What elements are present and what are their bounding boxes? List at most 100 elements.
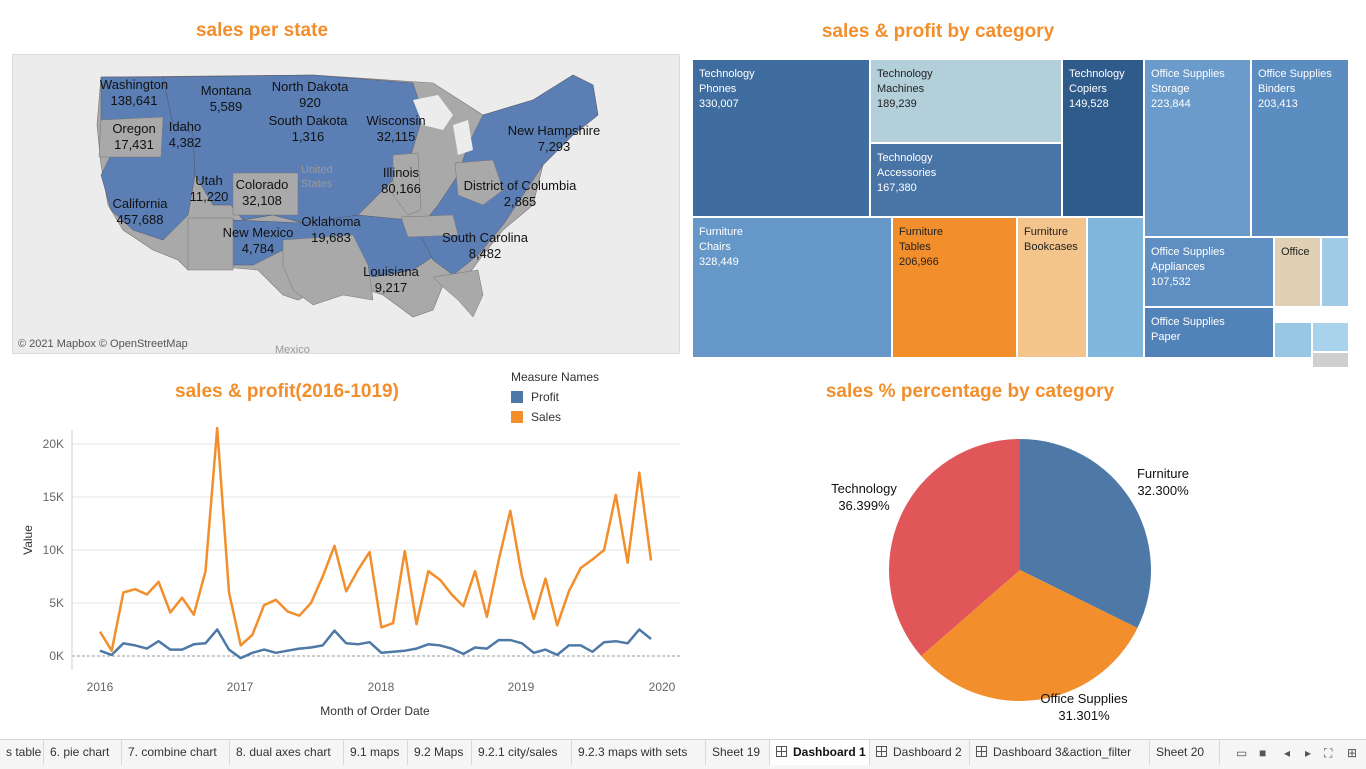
- tab-label: 9.2 Maps: [414, 745, 464, 759]
- treemap-tile-1[interactable]: Technology Machines 189,239: [871, 60, 1063, 144]
- state-label-9[interactable]: Colorado 32,108: [236, 177, 289, 209]
- treemap-tile-14[interactable]: [1275, 323, 1313, 359]
- treemap-tile-cat: Office Supplies: [1258, 68, 1332, 80]
- treemap-tile-11[interactable]: Office: [1275, 238, 1322, 308]
- state-label-15[interactable]: South Carolina 8,482: [442, 230, 528, 262]
- state-label-8[interactable]: Utah 11,220: [190, 173, 229, 205]
- fullscreen-icon[interactable]: ⛶: [1324, 746, 1333, 760]
- treemap-tile-15[interactable]: [1313, 323, 1350, 353]
- pie-slice-office-supplies[interactable]: [921, 570, 1138, 701]
- pie-slice-technology[interactable]: [889, 439, 1020, 657]
- state-value: 9,217: [374, 280, 408, 295]
- legend-swatch-profit: [511, 391, 523, 403]
- sheet-tab-10[interactable]: Dashboard 2: [870, 740, 970, 765]
- sheet-tab-4[interactable]: 9.1 maps: [344, 740, 408, 765]
- treemap-tile-2[interactable]: Technology Copiers 149,528: [1063, 60, 1145, 218]
- treemap-tile-val: 206,966: [899, 256, 939, 268]
- treemap-tile-cat: Office Supplies: [1151, 316, 1225, 328]
- legend-swatch-sales: [511, 411, 523, 423]
- treemap-tile-0[interactable]: Technology Phones 330,007: [693, 60, 871, 218]
- state-label-14[interactable]: Oklahoma 19,683: [301, 214, 360, 246]
- newmexico-gray: [187, 217, 234, 271]
- sheet-tab-5[interactable]: 9.2 Maps: [408, 740, 472, 765]
- treemap-tile-8[interactable]: Furniture Bookcases: [1018, 218, 1088, 359]
- great-lakes: [413, 95, 473, 155]
- category-treemap[interactable]: Technology Phones 330,007 Technology Machine…: [693, 60, 1350, 369]
- tab-label: 7. combine chart: [128, 745, 217, 759]
- state-label-16[interactable]: Louisiana 9,217: [363, 264, 419, 296]
- treemap-tile-cat: Office Supplies: [1151, 246, 1225, 258]
- state-label-10[interactable]: California 457,688: [113, 196, 168, 228]
- category-pie-chart[interactable]: [870, 430, 1170, 720]
- treemap-tile-cat: Technology: [699, 68, 755, 80]
- x-tick-label: 2018: [368, 680, 395, 694]
- sales-map[interactable]: United States Mexico Washington 138,641 Or…: [12, 54, 680, 354]
- tabs-menu-icon[interactable]: ⊞: [1347, 746, 1358, 760]
- treemap-tile-val: 330,007: [699, 98, 739, 110]
- state-label-12[interactable]: District of Columbia 2,865: [464, 178, 577, 210]
- sheet-tab-3[interactable]: 8. dual axes chart: [230, 740, 344, 765]
- state-label-2[interactable]: Idaho 4,382: [169, 119, 202, 151]
- sheet-tab-bar: s table 6. pie chart 7. combine chart 8. du…: [0, 739, 1366, 769]
- sheet-tab-6[interactable]: 9.2.1 city/sales: [472, 740, 572, 765]
- sheet-tab-12[interactable]: Sheet 20: [1150, 740, 1220, 765]
- pie-label-furniture: Furniture 32.300%: [1137, 465, 1189, 499]
- treemap-tile-10[interactable]: Office Supplies Appliances 107,532: [1145, 238, 1275, 308]
- sheet-tab-0[interactable]: s table: [0, 740, 44, 765]
- state-label-3[interactable]: Montana 5,589: [201, 83, 252, 115]
- next-sheet-icon[interactable]: ▸: [1305, 746, 1312, 760]
- treemap-tile-cat: Furniture: [899, 226, 944, 238]
- florida-gray: [432, 269, 484, 318]
- filmstrip-view-icon[interactable]: ▭: [1236, 746, 1248, 760]
- treemap-tile-16[interactable]: [1313, 353, 1350, 369]
- state-label-1[interactable]: Oregon 17,431: [112, 121, 155, 153]
- illinois-gray: [392, 152, 422, 216]
- tab-label: 9.1 maps: [350, 745, 400, 759]
- state-label-7[interactable]: New Hampshire 7,293: [508, 123, 600, 155]
- treemap-tile-9[interactable]: [1088, 218, 1145, 359]
- treemap-tile-7[interactable]: Furniture Tables 206,966: [893, 218, 1018, 359]
- treemap-tile-4[interactable]: Office Supplies Storage 223,844: [1145, 60, 1252, 238]
- sheet-tab-9[interactable]: Dashboard 1: [770, 740, 870, 765]
- treemap-tile-3[interactable]: Technology Accessories 167,380: [871, 144, 1063, 218]
- grid-view-icon[interactable]: ■: [1259, 746, 1267, 760]
- treemap-tile-sub: Binders: [1258, 83, 1296, 95]
- state-label-13[interactable]: New Mexico 4,784: [223, 225, 294, 257]
- sheet-tab-1[interactable]: 6. pie chart: [44, 740, 122, 765]
- state-value: 32,115: [376, 129, 416, 144]
- pie-chart-title: sales % percentage by category: [825, 381, 1115, 402]
- treemap-tile-6[interactable]: Furniture Chairs 328,449: [693, 218, 893, 359]
- pie-label-office-supplies: Office Supplies 31.301%: [1040, 690, 1127, 724]
- treemap-tile-sub: Machines: [877, 83, 925, 95]
- state-label-6[interactable]: Wisconsin 32,115: [366, 113, 425, 145]
- prev-sheet-icon[interactable]: ◂: [1284, 746, 1291, 760]
- sales-profit-line-chart[interactable]: 0K 5K 10K 15K 20K 2016 2017 2018 2019 2020 Month o…: [0, 420, 700, 725]
- state-label-4[interactable]: North Dakota 920: [272, 79, 349, 111]
- tab-label: Sheet 20: [1156, 745, 1205, 759]
- state-name: District of Columbia: [463, 178, 577, 193]
- sheet-tab-7[interactable]: 9.2.3 maps with sets: [572, 740, 706, 765]
- state-value: 5,589: [209, 99, 243, 114]
- treemap-tile-val: 189,239: [877, 98, 917, 110]
- pie-label-percent: 32.300%: [1137, 483, 1189, 498]
- treemap-tile-sub: Phones: [699, 83, 737, 95]
- state-label-11[interactable]: Illinois 80,166: [381, 165, 421, 197]
- legend-item-profit[interactable]: Profit: [511, 390, 599, 404]
- dashboard-icon: [976, 746, 987, 757]
- state-label-0[interactable]: Washington 138,641: [100, 77, 168, 109]
- state-label-5[interactable]: South Dakota 1,316: [269, 113, 348, 145]
- treemap-tile-5[interactable]: Office Supplies Binders 203,413: [1252, 60, 1350, 238]
- pie-label-category: Office Supplies: [1040, 691, 1128, 706]
- pie-label-technology: Technology 36.399%: [831, 480, 897, 514]
- y-tick-label: 20K: [43, 437, 64, 451]
- sheet-tab-11[interactable]: Dashboard 3&action_filter: [970, 740, 1150, 765]
- pie-slice-furniture[interactable]: [1020, 439, 1151, 629]
- treemap-tile-12[interactable]: [1322, 238, 1350, 308]
- pie-label-category: Technology: [831, 481, 897, 496]
- treemap-tile-13[interactable]: Office Supplies Paper: [1145, 308, 1275, 359]
- legend-item-sales[interactable]: Sales: [511, 410, 599, 424]
- sheet-tab-8[interactable]: Sheet 19: [706, 740, 770, 765]
- line-chart-title: sales & profit(2016-1019): [175, 381, 399, 402]
- sheet-tab-2[interactable]: 7. combine chart: [122, 740, 230, 765]
- tab-label: 9.2.3 maps with sets: [578, 745, 688, 759]
